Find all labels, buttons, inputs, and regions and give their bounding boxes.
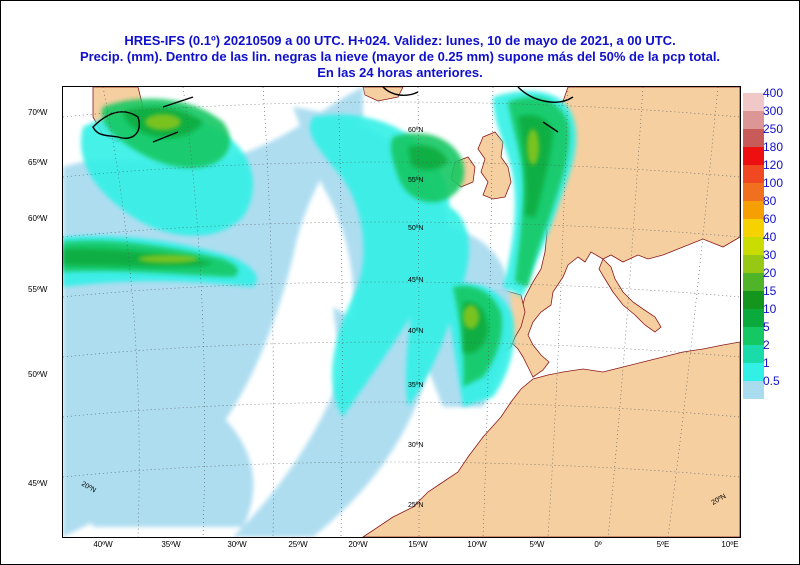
- left-label-1: 65ºW: [28, 158, 48, 167]
- precip-yellow-green: [138, 114, 539, 329]
- iceland-land: [362, 87, 404, 102]
- left-label-5: 45ºW: [28, 479, 48, 488]
- colorbar-swatch: [743, 147, 764, 165]
- inner-lat-label-6: 30ºN: [408, 442, 423, 449]
- colorbar-swatch: [743, 327, 764, 345]
- lon-label-9: 5ºE: [656, 540, 670, 549]
- colorbar-label: 300: [763, 104, 784, 118]
- colorbar-swatch: [743, 363, 764, 381]
- colorbar-label: 120: [763, 158, 784, 172]
- inner-lat-label-5: 35ºN: [408, 382, 423, 389]
- lon-label-2: 30ºW: [227, 540, 247, 549]
- britain-land: [477, 131, 512, 200]
- colorbar-swatch: [743, 201, 764, 219]
- colorbar-swatch: [743, 183, 764, 201]
- colorbar-swatch: [743, 273, 764, 291]
- title-line-3: En las 24 horas anteriores.: [317, 65, 483, 80]
- inner-lat-label-4: 40ºN: [408, 328, 423, 335]
- left-label-4: 50ºW: [28, 370, 48, 379]
- snow-lines: [92, 87, 574, 143]
- colorbar-swatch: [743, 165, 764, 183]
- inner-lat-label-7: 25ºN: [408, 502, 423, 509]
- colorbar-label: 20: [763, 266, 777, 280]
- graticule: [63, 87, 740, 537]
- colorbar-swatch: [743, 381, 764, 399]
- colorbar-swatch: [743, 129, 764, 147]
- colorbar-label: 0.5: [763, 374, 780, 388]
- colorbar-label: 5: [763, 320, 770, 334]
- colorbar-label: 30: [763, 248, 777, 262]
- colorbar-label: 400: [763, 86, 784, 100]
- colorbar-swatch: [743, 219, 764, 237]
- lon-label-1: 35ºW: [161, 540, 181, 549]
- colorbar: [743, 93, 764, 399]
- colorbar-label: 180: [763, 140, 784, 154]
- africa-land: [362, 341, 740, 537]
- left-label-0: 70ºW: [28, 108, 48, 117]
- colorbar-swatch: [743, 345, 764, 363]
- lon-label-4: 20ºW: [348, 540, 368, 549]
- left-label-2: 60ºW: [28, 214, 48, 223]
- colorbar-swatch: [743, 255, 764, 273]
- colorbar-label: 60: [763, 212, 777, 226]
- map-svg: 60ºN 55ºN 50ºN 45ºN 40ºN 35ºN 30ºN 25ºN …: [63, 87, 740, 537]
- lon-label-6: 10ºW: [467, 540, 487, 549]
- lon-label-0: 40ºW: [93, 540, 113, 549]
- lon-label-7: 5ºW: [529, 540, 545, 549]
- inner-lat-label-1: 55ºN: [408, 177, 423, 184]
- colorbar-label: 2: [763, 338, 770, 352]
- title-line-2: Precip. (mm). Dentro de las lin. negras …: [79, 49, 721, 64]
- map-title: HRES-IFS (0.1º) 20210509 a 00 UTC. H+024…: [0, 33, 800, 81]
- colorbar-label: 1: [763, 356, 770, 370]
- colorbar-label: 80: [763, 194, 777, 208]
- colorbar-label: 100: [763, 176, 784, 190]
- lon-label-5: 15ºW: [408, 540, 428, 549]
- lon-label-10: 10ºE: [721, 540, 739, 549]
- inner-lat-label-0: 60ºN: [408, 127, 423, 134]
- italy-land: [598, 258, 662, 333]
- colorbar-label: 10: [763, 302, 777, 316]
- title-line-1: HRES-IFS (0.1º) 20210509 a 00 UTC. H+024…: [124, 33, 676, 48]
- colorbar-label: 40: [763, 230, 777, 244]
- colorbar-swatch: [743, 111, 764, 129]
- colorbar-swatch: [743, 237, 764, 255]
- lon-label-8: 0º: [594, 540, 602, 549]
- colorbar-label: 15: [763, 284, 777, 298]
- inner-lat-label-3: 45ºN: [408, 277, 423, 284]
- colorbar-swatch: [743, 291, 764, 309]
- colorbar-swatch: [743, 309, 764, 327]
- precipitation-map: 60ºN 55ºN 50ºN 45ºN 40ºN 35ºN 30ºN 25ºN …: [62, 86, 741, 538]
- colorbar-swatch: [743, 93, 764, 111]
- colorbar-label: 250: [763, 122, 784, 136]
- lon-label-3: 25ºW: [288, 540, 308, 549]
- inner-lat-label-2: 50ºN: [408, 225, 423, 232]
- left-label-3: 55ºW: [28, 285, 48, 294]
